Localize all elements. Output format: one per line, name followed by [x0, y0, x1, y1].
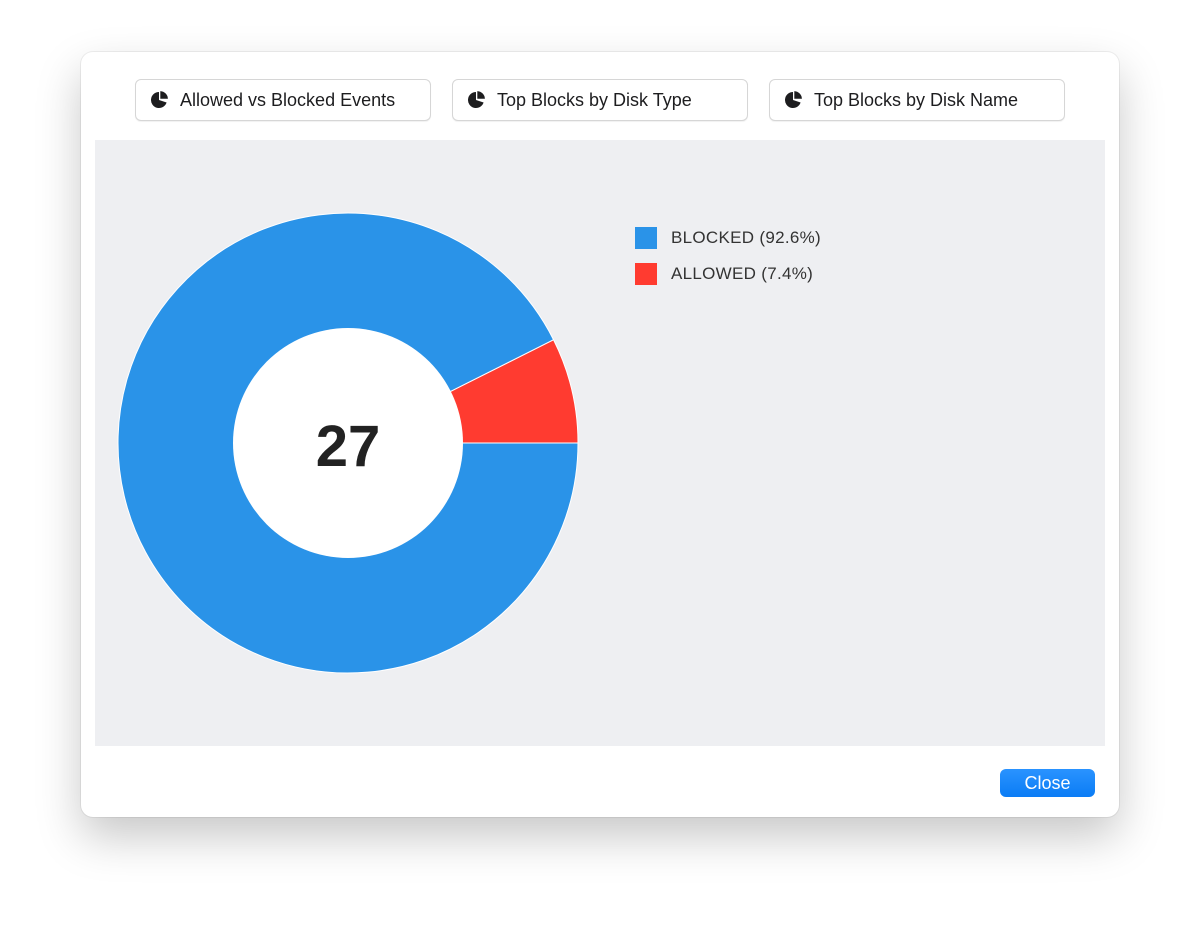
- donut-center-total: 27: [316, 414, 381, 479]
- legend-label-blocked: BLOCKED (92.6%): [671, 228, 821, 247]
- legend-item-blocked[interactable]: BLOCKED (92.6%): [635, 226, 821, 250]
- tab-label: Top Blocks by Disk Name: [814, 89, 1019, 110]
- pie-chart-icon: [150, 91, 168, 109]
- tab-allowed-vs-blocked-events[interactable]: Allowed vs Blocked Events: [135, 79, 431, 121]
- tab-label: Allowed vs Blocked Events: [180, 89, 396, 110]
- pie-chart-icon: [784, 91, 802, 109]
- tab-label: Top Blocks by Disk Type: [497, 89, 692, 110]
- legend-swatch-allowed: [635, 263, 657, 285]
- tab-top-blocks-by-disk-type[interactable]: Top Blocks by Disk Type: [452, 79, 748, 121]
- chart-panel: 27 BLOCKED (92.6%) ALLOWED (7.4%): [95, 140, 1105, 746]
- close-button[interactable]: Close: [1000, 769, 1095, 797]
- pie-chart-icon: [467, 91, 485, 109]
- donut-hole: [233, 328, 463, 558]
- chart-legend: BLOCKED (92.6%) ALLOWED (7.4%): [635, 226, 821, 298]
- tab-top-blocks-by-disk-name[interactable]: Top Blocks by Disk Name: [769, 79, 1065, 121]
- legend-item-allowed[interactable]: ALLOWED (7.4%): [635, 262, 821, 286]
- donut-chart: 27: [117, 212, 579, 674]
- chart-dialog: Allowed vs Blocked Events Top Blocks by …: [81, 52, 1119, 817]
- legend-label-allowed: ALLOWED (7.4%): [671, 264, 814, 283]
- legend-swatch-blocked: [635, 227, 657, 249]
